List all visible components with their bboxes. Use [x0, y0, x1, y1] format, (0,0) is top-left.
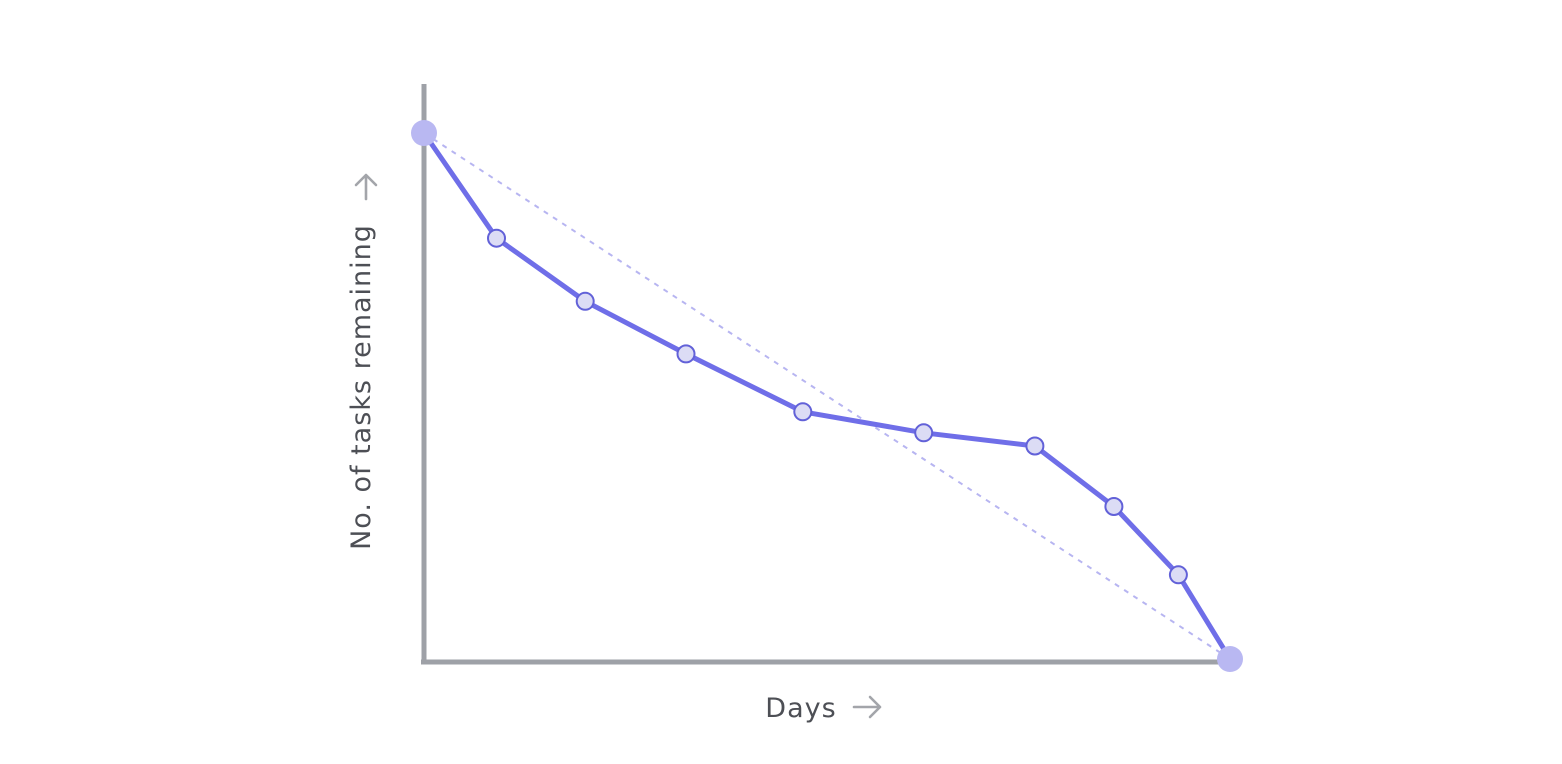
data-point [1168, 565, 1188, 585]
end-point [1217, 646, 1243, 672]
start-point [411, 120, 437, 146]
data-point [676, 344, 696, 364]
data-points [411, 120, 1243, 672]
y-axis-label: No. of tasks remaining [346, 224, 377, 550]
arrow-right-icon [852, 695, 882, 719]
data-point [575, 291, 595, 311]
actual-burndown-line [421, 130, 1233, 662]
arrow-up-icon [354, 173, 378, 201]
data-point [793, 402, 813, 422]
data-point [1025, 436, 1045, 456]
data-point [1104, 497, 1124, 516]
data-point [914, 423, 934, 443]
x-axis-label: Days [765, 693, 836, 724]
ideal-burndown-line [423, 132, 1231, 660]
data-point [487, 228, 506, 248]
